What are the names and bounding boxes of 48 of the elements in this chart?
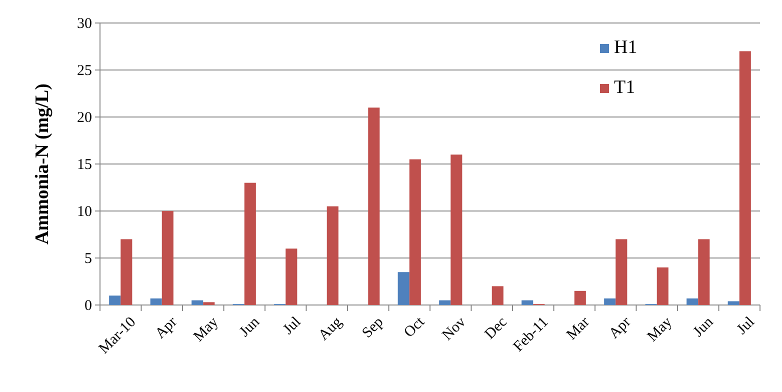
bar <box>109 296 121 305</box>
bar <box>698 239 710 305</box>
x-tick-label: Mar <box>564 314 593 344</box>
x-tick-label: May <box>644 314 676 345</box>
bar <box>492 286 504 305</box>
x-tick-label: Jun <box>690 314 717 340</box>
bar <box>450 154 462 305</box>
legend-label: T1 <box>614 77 636 98</box>
bar <box>244 182 256 305</box>
bar <box>203 302 215 305</box>
bar <box>522 300 534 305</box>
legend-label: H1 <box>614 37 638 58</box>
bar <box>286 248 298 305</box>
y-tick-label: 0 <box>84 298 92 314</box>
bar <box>150 298 162 305</box>
bar <box>616 239 628 305</box>
bar <box>192 300 204 305</box>
y-tick-label: 10 <box>77 204 92 220</box>
y-tick-label: 5 <box>84 250 92 267</box>
bar <box>409 159 421 305</box>
bar <box>439 300 451 305</box>
x-tick-label: Apr <box>152 314 180 342</box>
bar <box>398 272 410 305</box>
x-tick-label: Jun <box>236 314 264 340</box>
y-tick-label: 20 <box>77 110 92 126</box>
x-tick-label: Apr <box>606 314 634 342</box>
y-axis-title: Ammonia-N (mg/L) <box>32 84 53 244</box>
bar <box>574 290 586 305</box>
x-tick-label: May <box>190 314 222 345</box>
x-tick-label: Oct <box>401 314 428 341</box>
bar <box>120 239 132 305</box>
x-tick-label: Sep <box>359 314 387 342</box>
x-tick-label: Nov <box>440 314 470 344</box>
x-tick-label: Jul <box>280 314 304 338</box>
bar <box>604 298 616 305</box>
bar <box>656 267 668 305</box>
x-tick-label: Jul <box>734 314 758 338</box>
bar <box>368 108 380 305</box>
bar <box>162 211 174 305</box>
bar <box>326 206 338 305</box>
y-tick-label: 25 <box>77 62 92 79</box>
y-tick-label: 30 <box>77 16 92 32</box>
y-tick-label: 15 <box>77 156 92 173</box>
bar <box>728 301 740 305</box>
x-tick-label: Aug <box>316 314 346 344</box>
bar <box>739 51 751 305</box>
x-tick-label: Dec <box>482 314 511 343</box>
bar <box>686 298 698 305</box>
